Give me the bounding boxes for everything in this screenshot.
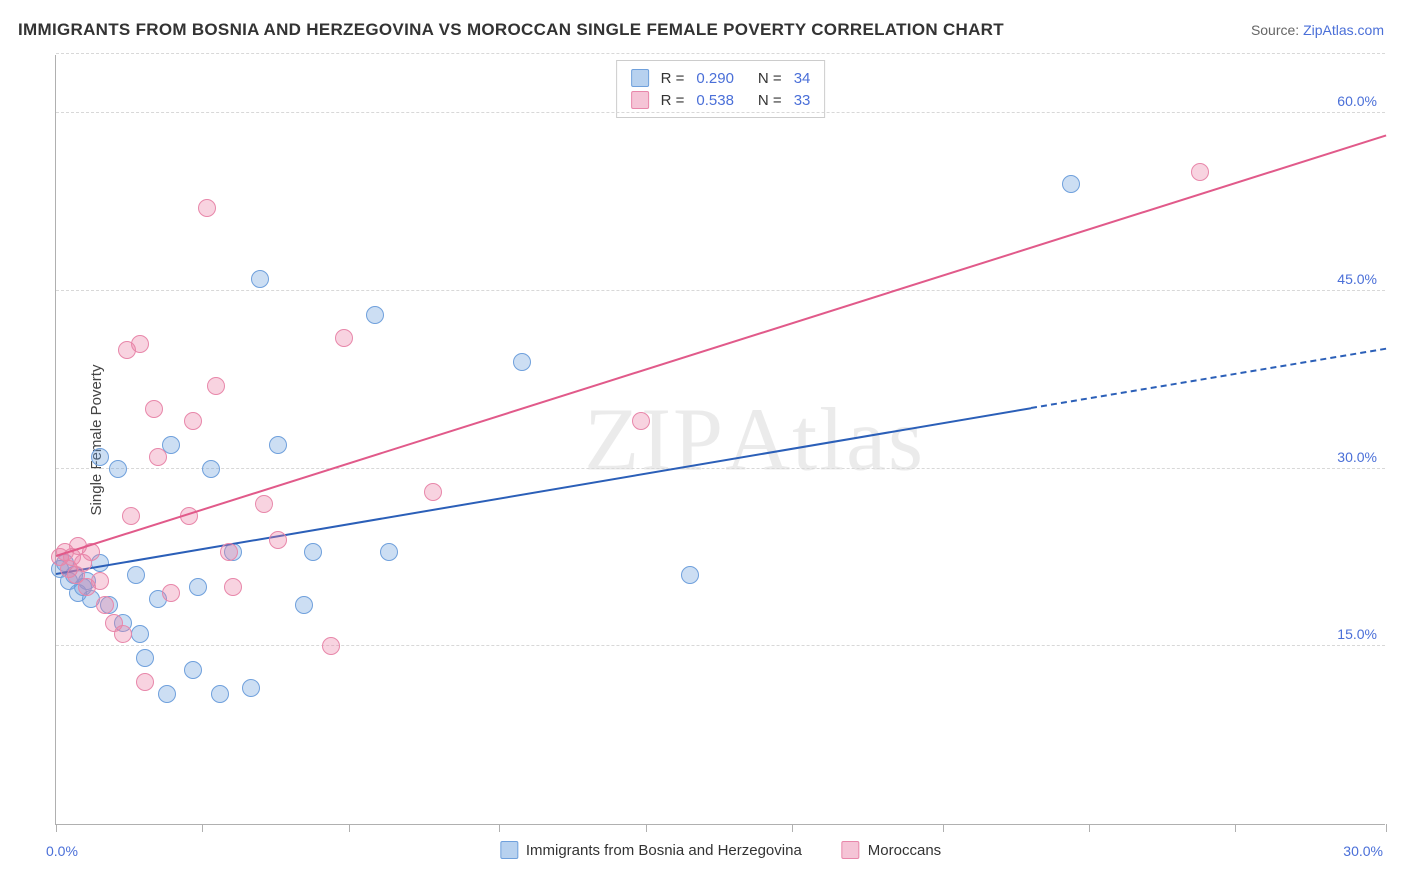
x-tick [56, 824, 57, 832]
chart-title: IMMIGRANTS FROM BOSNIA AND HERZEGOVINA V… [18, 20, 1004, 40]
data-point-moroccans [131, 335, 149, 353]
data-point-bosnia [295, 596, 313, 614]
data-point-moroccans [122, 507, 140, 525]
legend-item-bosnia: Immigrants from Bosnia and Herzegovina [500, 841, 802, 859]
watermark-zip: ZIP [584, 390, 725, 489]
data-point-moroccans [136, 673, 154, 691]
data-point-bosnia [131, 625, 149, 643]
data-point-bosnia [136, 649, 154, 667]
y-tick-label: 45.0% [1337, 271, 1377, 287]
x-tick [349, 824, 350, 832]
y-tick-label: 60.0% [1337, 93, 1377, 109]
data-point-bosnia [127, 566, 145, 584]
source-credit: Source: ZipAtlas.com [1251, 22, 1384, 38]
data-point-bosnia [513, 353, 531, 371]
data-point-bosnia [189, 578, 207, 596]
data-point-bosnia [304, 543, 322, 561]
data-point-bosnia [269, 436, 287, 454]
data-point-moroccans [114, 625, 132, 643]
r-value: 0.290 [696, 70, 734, 87]
r-label: R = [661, 70, 685, 87]
watermark-atlas: Atlas [725, 390, 925, 489]
gridline [56, 112, 1385, 113]
data-point-bosnia [1062, 175, 1080, 193]
legend-label: Immigrants from Bosnia and Herzegovina [526, 842, 802, 859]
y-axis-title: Single Female Poverty [88, 364, 105, 515]
legend-swatch-moroccans [842, 841, 860, 859]
x-tick [202, 824, 203, 832]
data-point-moroccans [335, 329, 353, 347]
source-label: Source: [1251, 22, 1303, 38]
gridline [56, 468, 1385, 469]
r-value: 0.538 [696, 92, 734, 109]
r-label: R = [661, 92, 685, 109]
data-point-moroccans [198, 199, 216, 217]
legend-swatch-bosnia [500, 841, 518, 859]
data-point-bosnia [681, 566, 699, 584]
gridline [56, 645, 1385, 646]
x-tick [1235, 824, 1236, 832]
x-tick-label: 30.0% [1343, 843, 1383, 859]
data-point-moroccans [145, 400, 163, 418]
data-point-moroccans [96, 596, 114, 614]
gridline [56, 53, 1385, 54]
n-label: N = [758, 70, 782, 87]
data-point-moroccans [207, 377, 225, 395]
y-tick-label: 15.0% [1337, 626, 1377, 642]
swatch-moroccans [631, 91, 649, 109]
source-link[interactable]: ZipAtlas.com [1303, 22, 1384, 38]
y-tick-label: 30.0% [1337, 449, 1377, 465]
n-label: N = [758, 92, 782, 109]
x-tick [1386, 824, 1387, 832]
data-point-moroccans [184, 412, 202, 430]
x-tick [792, 824, 793, 832]
n-value: 34 [794, 70, 811, 87]
gridline [56, 290, 1385, 291]
series-legend: Immigrants from Bosnia and Herzegovina Mo… [500, 841, 941, 859]
data-point-bosnia [380, 543, 398, 561]
x-tick [499, 824, 500, 832]
legend-item-moroccans: Moroccans [842, 841, 941, 859]
legend-label: Moroccans [868, 842, 941, 859]
n-value: 33 [794, 92, 811, 109]
data-point-bosnia [366, 306, 384, 324]
data-point-moroccans [632, 412, 650, 430]
correlation-legend: R = 0.290 N = 34 R = 0.538 N = 33 [616, 60, 826, 118]
data-point-bosnia [109, 460, 127, 478]
data-point-moroccans [424, 483, 442, 501]
swatch-bosnia [631, 69, 649, 87]
data-point-bosnia [91, 448, 109, 466]
x-tick [943, 824, 944, 832]
data-point-bosnia [202, 460, 220, 478]
data-point-moroccans [162, 584, 180, 602]
data-point-moroccans [149, 448, 167, 466]
data-point-moroccans [220, 543, 238, 561]
trend-line-moroccans [56, 135, 1387, 557]
data-point-moroccans [255, 495, 273, 513]
x-tick [1089, 824, 1090, 832]
data-point-moroccans [224, 578, 242, 596]
data-point-moroccans [322, 637, 340, 655]
trend-line-bosnia [56, 407, 1032, 575]
data-point-bosnia [211, 685, 229, 703]
data-point-bosnia [251, 270, 269, 288]
correlation-row-moroccans: R = 0.538 N = 33 [631, 89, 811, 111]
trend-line-bosnia-dash [1031, 348, 1386, 409]
plot-area: Single Female Poverty ZIPAtlas R = 0.290 N… [55, 55, 1385, 825]
data-point-bosnia [158, 685, 176, 703]
x-tick-label: 0.0% [46, 843, 78, 859]
correlation-row-bosnia: R = 0.290 N = 34 [631, 67, 811, 89]
data-point-moroccans [269, 531, 287, 549]
x-tick [646, 824, 647, 832]
data-point-moroccans [1191, 163, 1209, 181]
data-point-bosnia [184, 661, 202, 679]
data-point-bosnia [242, 679, 260, 697]
data-point-moroccans [91, 572, 109, 590]
